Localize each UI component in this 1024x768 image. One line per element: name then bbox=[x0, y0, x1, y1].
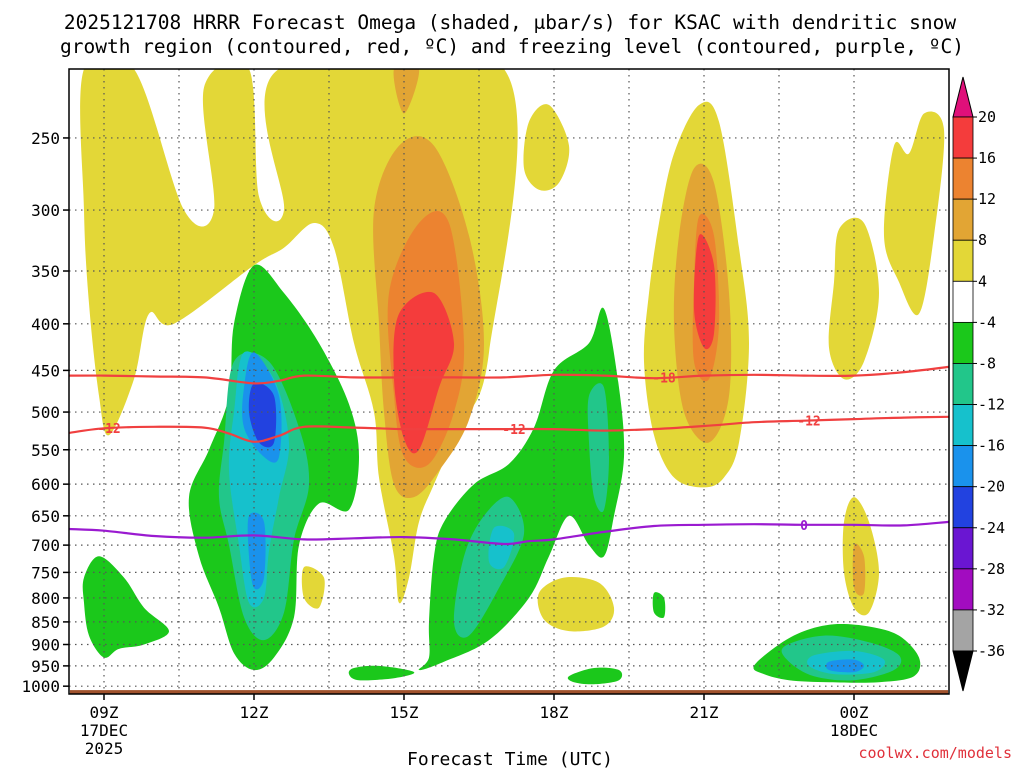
colorbar-bin-10 bbox=[952, 486, 974, 529]
colorbar-label-13: -36 bbox=[978, 642, 1005, 660]
colorbar-label-1: 16 bbox=[978, 149, 996, 167]
colorbar-label-4: 4 bbox=[978, 272, 987, 290]
y-tick-label-400: 400 bbox=[31, 315, 60, 334]
y-tick-label-500: 500 bbox=[31, 403, 60, 422]
omega-colorbar: 20 16 12 8 4 -4 -8 -12 -16 -20 -24 -28 -32 -36 bbox=[952, 76, 1005, 692]
x-tick-year-09Z: 2025 bbox=[85, 739, 124, 758]
omega-region-31 bbox=[247, 512, 266, 590]
colorbar-bin-12 bbox=[952, 568, 974, 611]
omega-region-25 bbox=[587, 383, 609, 513]
ground-bar bbox=[70, 690, 948, 694]
colorbar-label-7: -12 bbox=[978, 396, 1005, 414]
y-tick-label-750: 750 bbox=[31, 563, 60, 582]
contour-line--18 bbox=[69, 365, 949, 385]
contour-line--12 bbox=[69, 415, 949, 443]
chart-title-line-1: 2025121708 HRRR Forecast Omega (shaded, … bbox=[64, 11, 956, 34]
omega-region-3 bbox=[828, 217, 879, 380]
colorbar-label-9: -20 bbox=[978, 478, 1005, 496]
y-tick-label-550: 550 bbox=[31, 441, 60, 460]
colorbar-bin-13 bbox=[952, 609, 974, 652]
contour-line-0 bbox=[69, 520, 949, 546]
colorbar-label-6: -8 bbox=[978, 354, 996, 372]
temperature-contours bbox=[69, 365, 949, 546]
colorbar-bin-8 bbox=[952, 404, 974, 447]
y-tick-label-250: 250 bbox=[31, 129, 60, 148]
omega-region-7 bbox=[301, 566, 325, 609]
contour-label-0-0: -18 bbox=[652, 372, 676, 387]
colorbar-label-2: 12 bbox=[978, 190, 996, 208]
omega-region-19 bbox=[348, 665, 415, 681]
y-tick-label-600: 600 bbox=[31, 475, 60, 494]
colorbar-bin-3 bbox=[952, 198, 974, 241]
colorbar-label-12: -32 bbox=[978, 601, 1005, 619]
y-tick-label-350: 350 bbox=[31, 262, 60, 281]
contour-label-1-0: -12 bbox=[502, 423, 525, 438]
omega-region-11 bbox=[852, 543, 866, 596]
colorbar-bin-2 bbox=[952, 157, 974, 200]
omega-region-1 bbox=[523, 104, 570, 191]
plot-frame bbox=[68, 68, 950, 695]
contour-label-1-1: -12 bbox=[97, 422, 120, 437]
omega-region-6 bbox=[537, 577, 615, 632]
x-tick-label-15Z: 15Z bbox=[390, 703, 419, 722]
colorbar-bottom-arrow bbox=[952, 650, 974, 692]
colorbar-bin-4 bbox=[952, 239, 974, 282]
x-tick-label-00Z: 00Z bbox=[840, 703, 869, 722]
ground-surface bbox=[70, 690, 948, 694]
colorbar-label-8: -16 bbox=[978, 437, 1005, 455]
omega-shading bbox=[80, 69, 945, 685]
colorbar-label-0: 20 bbox=[978, 108, 996, 126]
omega-region-28 bbox=[488, 525, 515, 570]
y-tick-label-700: 700 bbox=[31, 536, 60, 555]
colorbar-label-3: 8 bbox=[978, 231, 987, 249]
chart-title-line-2: growth region (contoured, red, ºC) and f… bbox=[60, 35, 964, 58]
omega-region-33 bbox=[248, 382, 277, 448]
y-tick-label-850: 850 bbox=[31, 613, 60, 632]
colorbar-bin-9 bbox=[952, 445, 974, 488]
x-axis-label: Forecast Time (UTC) bbox=[407, 749, 613, 768]
grid-lines bbox=[69, 69, 949, 694]
y-tick-label-950: 950 bbox=[31, 657, 60, 676]
colorbar-label-5: -4 bbox=[978, 313, 996, 331]
colorbar-label-10: -24 bbox=[978, 519, 1005, 537]
y-tick-label-300: 300 bbox=[31, 201, 60, 220]
omega-region-21 bbox=[567, 667, 623, 685]
credit-link[interactable]: coolwx.com/models bbox=[858, 744, 1012, 762]
colorbar-bin-1 bbox=[952, 116, 974, 159]
y-tick-label-900: 900 bbox=[31, 636, 60, 655]
x-tick-label-12Z: 12Z bbox=[240, 703, 269, 722]
omega-region-17 bbox=[82, 556, 169, 658]
contour-labels: -18 -12 -12 -12 0 bbox=[97, 372, 820, 534]
x-tick-date-09Z: 17DEC bbox=[80, 721, 128, 740]
colorbar-bin-6 bbox=[952, 321, 974, 364]
colorbar-top-arrow bbox=[952, 76, 974, 118]
contour-label-2-0: 0 bbox=[800, 519, 808, 534]
x-tick-label-09Z: 09Z bbox=[90, 703, 119, 722]
x-tick-label-21Z: 21Z bbox=[690, 703, 719, 722]
omega-region-10 bbox=[393, 69, 420, 114]
x-tick-label-18Z: 18Z bbox=[540, 703, 569, 722]
y-tick-label-1000: 1000 bbox=[21, 677, 60, 696]
y-tick-label-450: 450 bbox=[31, 361, 60, 380]
omega-region-14 bbox=[393, 291, 455, 454]
y-axis-pressure-ticks: 250 300 350 400 450 500 550 600 650 700 750 800 850 9… bbox=[21, 129, 69, 696]
colorbar-bin-11 bbox=[952, 527, 974, 570]
colorbar-label-11: -28 bbox=[978, 560, 1005, 578]
x-tick-date-00Z: 18DEC bbox=[830, 721, 878, 740]
y-tick-label-800: 800 bbox=[31, 589, 60, 608]
contour-label-1-2: -12 bbox=[797, 415, 820, 430]
y-tick-label-650: 650 bbox=[31, 507, 60, 526]
omega-region-4 bbox=[883, 111, 945, 316]
colorbar-bin-7 bbox=[952, 363, 974, 405]
colorbar-bin-5 bbox=[952, 280, 974, 323]
omega-region-22 bbox=[652, 592, 666, 619]
omega-region-15 bbox=[693, 234, 716, 350]
